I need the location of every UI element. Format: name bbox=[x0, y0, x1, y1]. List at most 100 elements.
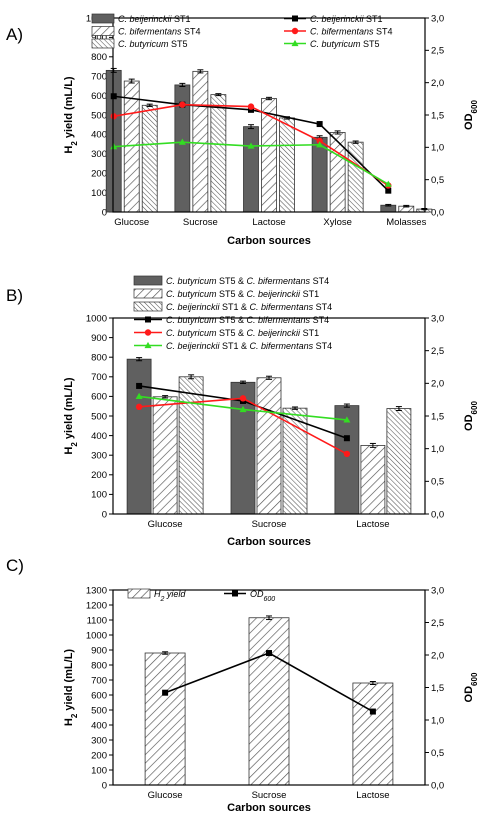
legend-entry-part: OD bbox=[250, 589, 264, 599]
y-axis-title-part: OD bbox=[463, 414, 475, 431]
line-marker bbox=[343, 450, 351, 458]
left-tick-label: 600 bbox=[91, 392, 107, 403]
legend-entry-part: ST4 bbox=[313, 341, 332, 351]
right-tick-label: 0,5 bbox=[431, 175, 444, 186]
category-label: Lactose bbox=[252, 217, 285, 228]
x-axis-title: Carbon sources bbox=[227, 235, 311, 247]
right-tick-label: 2,5 bbox=[431, 618, 444, 629]
bar bbox=[329, 132, 346, 213]
y-axis-title-part: H bbox=[63, 447, 75, 455]
legend-entry: C. butyricum ST5 bbox=[118, 39, 188, 49]
bar bbox=[279, 117, 295, 213]
legend-entry-part: ST5 & bbox=[217, 315, 247, 325]
category-label: Glucose bbox=[114, 217, 149, 228]
legend-swatch bbox=[133, 275, 163, 286]
y-axis-title-part: 2 bbox=[70, 442, 79, 447]
legend-swatch bbox=[133, 288, 163, 299]
legend-entry: C. beijerinckii ST1 & C. bifermentans ST… bbox=[166, 302, 332, 312]
category-label: Xylose bbox=[323, 217, 352, 228]
category-label: Lactose bbox=[356, 519, 389, 530]
left-tick-label: 200 bbox=[91, 169, 107, 180]
category-label: Lactose bbox=[356, 790, 389, 801]
bar bbox=[192, 70, 209, 213]
legend-entry: C. beijerinckii ST1 & C. bifermentans ST… bbox=[166, 341, 332, 351]
right-tick-label: 0,0 bbox=[431, 509, 444, 520]
legend-marker bbox=[291, 39, 299, 47]
line-marker bbox=[162, 689, 169, 696]
legend-entry-part: C. bifermentans bbox=[118, 27, 182, 37]
left-tick-label: 800 bbox=[91, 353, 107, 364]
legend-entry-part: C. beijerinckii bbox=[118, 14, 173, 24]
legend-entry: C. butyricum ST5 & C. beijerinckii ST1 bbox=[166, 289, 319, 299]
line-marker bbox=[385, 187, 392, 194]
legend-entry-part: C. bifermentans bbox=[250, 302, 314, 312]
legend-entry-part: ST5 & bbox=[217, 289, 247, 299]
left-tick-label: 700 bbox=[91, 675, 107, 686]
legend-entry: H2 yield bbox=[154, 589, 186, 603]
left-tick-label: 700 bbox=[91, 372, 107, 383]
line-marker bbox=[239, 405, 247, 413]
right-tick-label: 2,5 bbox=[431, 346, 444, 357]
left-tick-label: 100 bbox=[91, 490, 107, 501]
legend-entry-part: ST4 bbox=[374, 27, 393, 37]
left-tick-label: 500 bbox=[91, 110, 107, 121]
legend-entry-part: C. beijerinckii bbox=[247, 289, 302, 299]
bar bbox=[256, 377, 282, 515]
bar bbox=[386, 408, 412, 515]
right-tick-label: 1,0 bbox=[431, 444, 444, 455]
line-marker bbox=[135, 403, 143, 411]
y-axis-title-part: 2 bbox=[70, 141, 79, 146]
y-axis-title-left: H2 yield (mL/L) bbox=[63, 76, 79, 154]
line-marker bbox=[247, 103, 255, 110]
legend-entry-part: ST1 bbox=[300, 328, 319, 338]
legend-entry-part: ST5 & bbox=[217, 276, 247, 286]
left-tick-label: 500 bbox=[91, 705, 107, 716]
chart-panel-b: B) 0 100 200 300 400 500 600 700 800 900 1000 0,0 0,5… bbox=[6, 275, 479, 548]
left-tick-label: 600 bbox=[91, 690, 107, 701]
line-marker bbox=[110, 113, 117, 120]
right-tick-label: 2,0 bbox=[431, 650, 444, 661]
y-axis-title-right: OD600 bbox=[463, 401, 479, 431]
y-axis-title-part: OD bbox=[463, 113, 475, 130]
left-tick-label: 800 bbox=[91, 52, 107, 63]
legend-entry: C. butyricum ST5 & C. bifermentans ST4 bbox=[166, 276, 329, 286]
panel-label: A) bbox=[6, 25, 23, 44]
legend-marker bbox=[144, 341, 152, 349]
legend-entry-part: ST1 bbox=[172, 14, 191, 24]
left-tick-label: 0 bbox=[102, 780, 107, 791]
line-marker bbox=[239, 395, 247, 402]
line-marker bbox=[179, 101, 186, 108]
legend-entry-part: C. bifermentans bbox=[247, 315, 311, 325]
left-tick-label: 300 bbox=[91, 149, 107, 160]
line-marker bbox=[178, 138, 186, 145]
legend-entry-part: C. butyricum bbox=[166, 289, 217, 299]
line-marker bbox=[110, 93, 117, 100]
legend-swatch bbox=[91, 26, 115, 36]
right-tick-label: 2,0 bbox=[431, 379, 444, 390]
right-tick-label: 1,5 bbox=[431, 683, 444, 694]
legend-entry-part: 600 bbox=[264, 596, 276, 603]
plot-frame bbox=[112, 317, 426, 515]
legend-entry-part: C. butyricum bbox=[310, 39, 361, 49]
legend-entry: OD600 bbox=[250, 589, 275, 603]
line-marker bbox=[316, 141, 324, 148]
category-label: Glucose bbox=[148, 519, 183, 530]
legend-swatch bbox=[91, 38, 115, 49]
right-tick-label: 2,5 bbox=[431, 46, 444, 57]
legend-entry-part: ST4 bbox=[313, 302, 332, 312]
category-label: Sucrose bbox=[252, 790, 287, 801]
legend-entry-part: C. beijerinckii bbox=[310, 14, 365, 24]
y-axis-title-right: OD600 bbox=[463, 100, 479, 130]
left-tick-label: 300 bbox=[91, 451, 107, 462]
legend-entry-part: ST1 & bbox=[220, 341, 250, 351]
line-marker bbox=[110, 143, 118, 150]
category-label: Sucrose bbox=[252, 519, 287, 530]
legend-entry-part: C. beijerinckii bbox=[247, 328, 302, 338]
line-marker bbox=[343, 435, 350, 442]
legend-entry-part: C. beijerinckii bbox=[166, 302, 221, 312]
legend-entry-part: C. butyricum bbox=[166, 328, 217, 338]
legend-entry-part: ST1 bbox=[300, 289, 319, 299]
chart-panel-a: A)010020030040050060070080090010000,00,5… bbox=[6, 13, 479, 247]
line-marker bbox=[316, 121, 323, 128]
legend-marker bbox=[232, 590, 238, 597]
